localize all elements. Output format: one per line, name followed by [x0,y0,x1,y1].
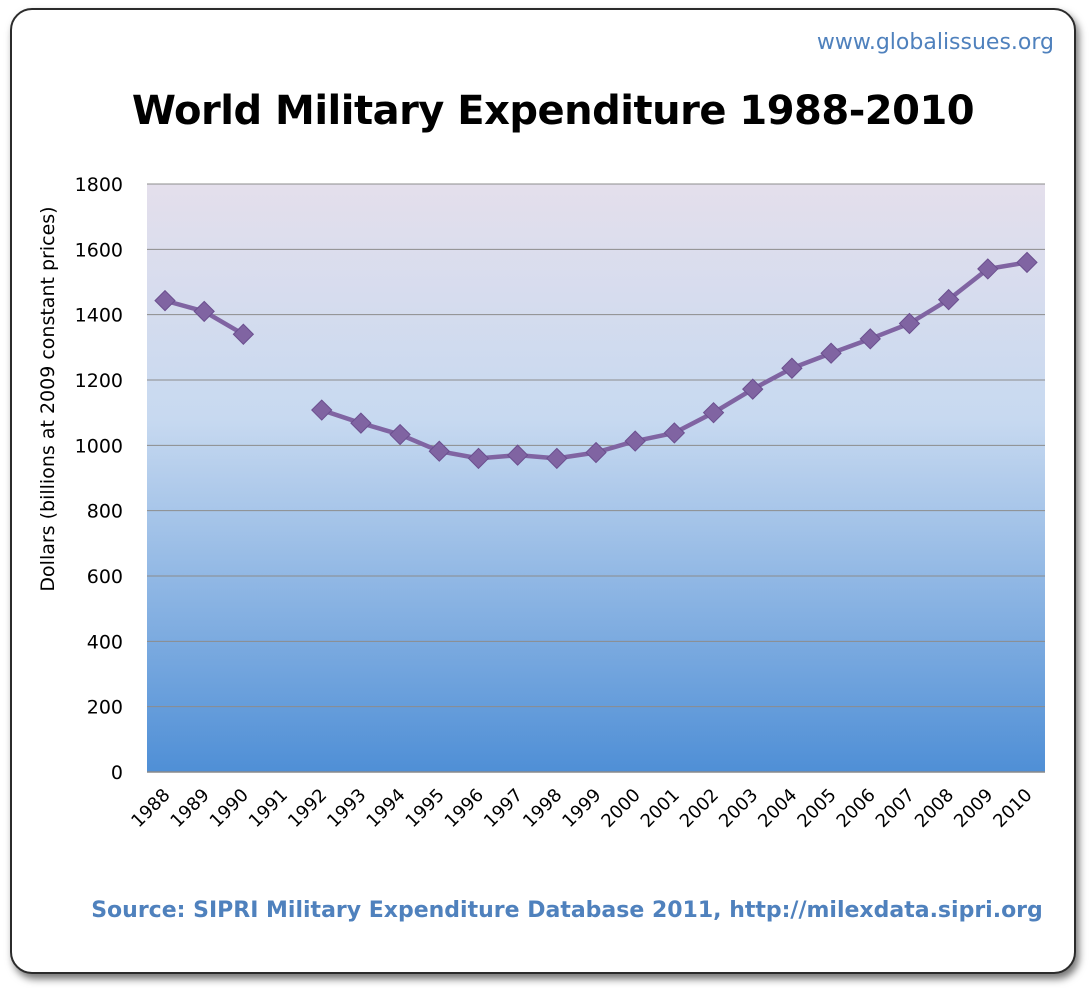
y-tick-label: 1200 [75,370,123,392]
y-tick-label: 200 [87,697,123,719]
x-tick-label: 2003 [715,785,762,832]
x-tick-label: 1999 [558,785,605,832]
y-tick-label: 1400 [75,305,123,327]
x-tick-label: 1997 [480,785,527,832]
x-tick-label: 2007 [872,785,919,832]
x-tick-label: 2005 [793,785,840,832]
x-tick-label: 1994 [362,785,409,832]
x-tick-label: 1992 [284,785,331,832]
y-tick-label: 400 [87,631,123,653]
x-tick-label: 2004 [754,785,801,832]
x-axis-ticks: 1988198919901991199219931994199519961997… [127,785,1036,832]
x-tick-label: 1991 [245,785,292,832]
x-tick-label: 1996 [441,785,488,832]
y-tick-label: 800 [87,501,123,523]
x-tick-label: 1998 [519,785,566,832]
x-tick-label: 2001 [637,785,684,832]
x-tick-label: 2002 [676,785,723,832]
x-tick-label: 1993 [323,785,370,832]
x-tick-label: 2010 [989,785,1036,832]
y-tick-label: 1000 [75,435,123,457]
x-tick-label: 2006 [833,785,880,832]
y-tick-label: 1800 [75,174,123,196]
y-tick-label: 600 [87,566,123,588]
x-tick-label: 1990 [206,785,253,832]
x-tick-label: 1989 [166,785,213,832]
y-tick-label: 1600 [75,239,123,261]
plot-area [147,184,1045,772]
x-tick-label: 2000 [597,785,644,832]
x-tick-label: 1988 [127,785,174,832]
y-axis-ticks: 0 200 400 600 800 1000 1200 1400 1600 1800 [75,174,123,784]
x-tick-label: 1995 [402,785,449,832]
x-tick-label: 2009 [950,785,997,832]
x-tick-label: 2008 [911,785,958,832]
source-note: Source: SIPRI Military Expenditure Datab… [0,898,1090,923]
y-tick-label: 0 [111,762,123,784]
